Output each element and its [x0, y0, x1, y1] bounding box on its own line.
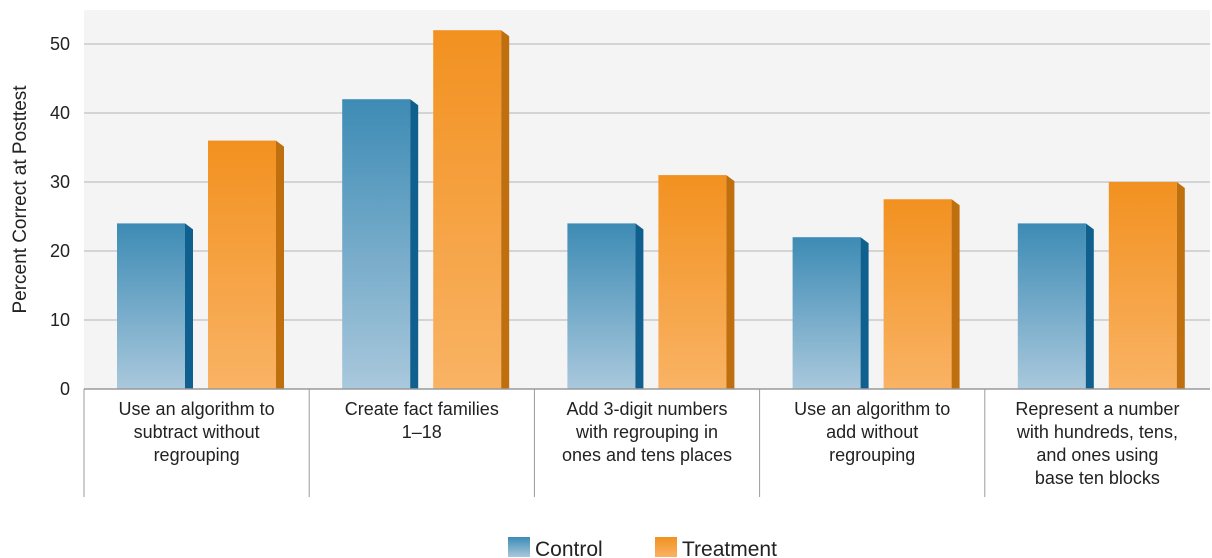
category-label-line: Represent a number: [1015, 399, 1179, 419]
legend-label: Control: [535, 538, 603, 558]
bar-side: [410, 99, 419, 389]
legend-item: Control: [508, 537, 603, 558]
bar: [433, 30, 510, 389]
bar-front: [567, 223, 636, 389]
bar-side: [276, 140, 284, 389]
bar-front: [792, 237, 861, 389]
bar-front: [208, 140, 276, 389]
y-tick-label: 0: [60, 379, 70, 399]
category-label-line: with hundreds, tens,: [1016, 422, 1178, 442]
y-tick-label: 10: [50, 310, 70, 330]
category-label-line: with regrouping in: [575, 422, 718, 442]
category-label: Create fact families 1–18: [345, 399, 499, 442]
category-label-line: base ten blocks: [1035, 468, 1160, 488]
bar: [117, 223, 193, 389]
bar-front: [658, 175, 727, 389]
bar-front: [342, 99, 411, 389]
bar-side: [185, 223, 193, 389]
y-tick-label: 50: [50, 34, 70, 54]
category-label-line: add without: [826, 422, 918, 442]
bar-front: [1108, 182, 1177, 389]
category-label-line: Use an algorithm to: [794, 399, 950, 419]
legend: Control Treatment: [508, 537, 777, 558]
bar-front: [117, 223, 185, 389]
bar: [1108, 182, 1185, 389]
bar: [658, 175, 735, 389]
category-labels: Use an algorithm to subtract without regro…: [119, 399, 1180, 488]
category-label: Use an algorithm to subtract without regro…: [119, 399, 275, 465]
bar-side: [951, 199, 960, 389]
y-axis-title: Percent Correct at Posttest: [10, 85, 31, 314]
y-tick-label: 30: [50, 172, 70, 192]
bar-side: [635, 223, 644, 389]
bar-side: [1176, 182, 1185, 389]
category-label-line: and ones using: [1036, 445, 1158, 465]
category-label: Use an algorithm to add without regrouping: [794, 399, 950, 465]
bar: [342, 99, 419, 389]
legend-label: Treatment: [682, 538, 777, 558]
category-label: Add 3-digit numbers with regrouping in one…: [562, 399, 732, 465]
bars: [117, 30, 1185, 389]
y-tick-label: 40: [50, 103, 70, 123]
bar-side: [860, 237, 869, 389]
category-label-line: Add 3-digit numbers: [566, 399, 727, 419]
category-label: Represent a number with hundreds, tens, an…: [1015, 399, 1179, 488]
bar-side: [726, 175, 735, 389]
legend-swatch: [655, 537, 677, 557]
bar-side: [1085, 223, 1094, 389]
category-label-line: regrouping: [154, 445, 240, 465]
y-axis-ticks: 0 10 20 30 40 50: [50, 34, 70, 399]
category-label-line: Use an algorithm to: [119, 399, 275, 419]
bar: [883, 199, 960, 389]
legend-item: Treatment: [655, 537, 777, 558]
y-tick-label: 20: [50, 241, 70, 261]
legend-swatch: [508, 537, 530, 557]
bar: [567, 223, 644, 389]
bar: [1017, 223, 1094, 389]
bar: [792, 237, 869, 389]
bar-front: [883, 199, 952, 389]
category-label-line: Create fact families: [345, 399, 499, 419]
bar-front: [1017, 223, 1086, 389]
category-label-line: regrouping: [829, 445, 915, 465]
bar-side: [501, 30, 510, 389]
category-label-line: ones and tens places: [562, 445, 732, 465]
category-label-line: 1–18: [402, 422, 442, 442]
category-label-line: subtract without: [134, 422, 260, 442]
x-axis: [83, 388, 1210, 497]
bar: [208, 140, 284, 389]
bar-front: [433, 30, 502, 389]
